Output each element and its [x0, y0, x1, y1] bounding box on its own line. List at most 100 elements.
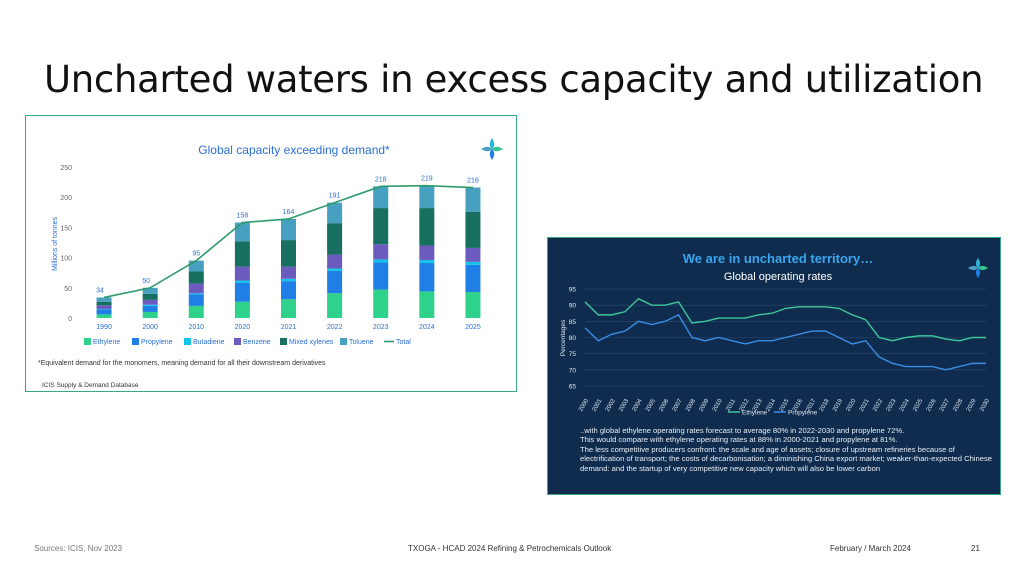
x-tick-label: 2023 — [886, 398, 898, 413]
total-data-label: 216 — [467, 178, 479, 185]
x-tick-label: 2010 — [712, 398, 724, 413]
bar-segment — [234, 282, 250, 302]
y-tick-label: 80 — [569, 335, 577, 342]
bar-segment — [419, 245, 435, 261]
capacity-chart-panel: Global capacity exceeding demand* 0 50 100 1… — [25, 115, 517, 392]
bar-segment — [281, 281, 296, 300]
total-data-label: 158 — [237, 213, 249, 220]
operating-rates-panel: We are in uncharted territory… Global ope… — [547, 237, 1001, 495]
bar-segment — [465, 292, 481, 318]
total-data-label: 219 — [421, 176, 433, 183]
bar-segment — [188, 294, 204, 306]
bar-segment — [327, 223, 343, 255]
bar-segment — [234, 266, 250, 281]
x-tick-label: 2007 — [672, 398, 684, 413]
note-line: This would compare with ethylene operati… — [580, 435, 898, 445]
bar-segment — [188, 293, 204, 295]
bar-segment — [96, 305, 112, 309]
legend-label: Toluene — [349, 339, 374, 346]
bar-segment — [373, 186, 389, 209]
y-tick-label: 90 — [569, 303, 577, 310]
bar-segment — [373, 262, 389, 290]
bar-segment — [327, 293, 343, 318]
chart-source: ICIS Supply & Demand Database — [42, 382, 139, 389]
bar-segment — [96, 308, 112, 310]
x-tick-label: 2023 — [373, 324, 389, 331]
bar-segment — [373, 244, 389, 260]
footer-date: February / March 2024 — [830, 544, 911, 553]
x-tick-label: 2001 — [592, 398, 604, 413]
x-tick-label: 2020 — [235, 324, 251, 331]
x-tick-label: 2024 — [419, 324, 435, 331]
bar-segment — [419, 263, 435, 292]
x-tick-label: 2030 — [979, 398, 991, 413]
x-tick-label: 2021 — [281, 324, 297, 331]
legend-label: Butadiene — [193, 339, 225, 346]
x-tick-label: 2006 — [658, 398, 670, 413]
y-tick-label: 100 — [60, 256, 72, 263]
x-tick-label: 2021 — [859, 398, 871, 413]
footer-title: TXOGA - HCAD 2024 Refining & Petrochemic… — [408, 544, 612, 553]
bar-segment — [142, 299, 158, 305]
bar-segment — [188, 271, 204, 284]
legend-swatch — [184, 338, 191, 345]
total-line — [103, 184, 473, 299]
x-tick-label: 2025 — [912, 398, 924, 413]
icis-logo-icon — [967, 257, 989, 279]
legend-swatch — [84, 338, 91, 345]
operating-rates-notes: ..with global ethylene operating rates f… — [580, 426, 992, 473]
bar-segment — [465, 261, 481, 265]
y-tick-label: 65 — [569, 384, 577, 391]
x-tick-label: 2005 — [645, 398, 657, 413]
bar-segment — [373, 289, 389, 318]
chart-subtitle: Global operating rates — [724, 271, 833, 283]
series-line — [584, 313, 986, 371]
legend-label: Propylene — [788, 410, 818, 417]
legend-label: Ethylene — [742, 410, 768, 417]
total-data-label: 218 — [375, 176, 387, 183]
total-data-label: 34 — [96, 287, 104, 294]
x-tick-label: 2000 — [578, 398, 590, 413]
y-axis-label: Millions of tonnes — [52, 216, 59, 271]
y-tick-label: 70 — [569, 367, 577, 374]
y-tick-label: 150 — [60, 225, 72, 232]
bar-segment — [419, 185, 435, 209]
bar-segment — [188, 305, 204, 318]
total-data-label: 50 — [142, 278, 150, 285]
chart-title: Global capacity exceeding demand* — [198, 143, 390, 157]
y-tick-label: 95 — [569, 287, 577, 294]
y-tick-label: 50 — [64, 286, 72, 293]
total-data-label: 164 — [283, 209, 295, 216]
x-tick-label: 2022 — [872, 398, 884, 413]
legend-label: Total — [396, 339, 411, 346]
x-tick-label: 2020 — [846, 398, 858, 413]
bar-segment — [142, 305, 158, 312]
x-tick-label: 2003 — [618, 398, 630, 413]
slide-title: Uncharted waters in excess capacity and … — [44, 58, 984, 101]
bar-segment — [465, 211, 481, 248]
series-line — [584, 297, 986, 342]
chart-footnote: *Equivalent demand for the monomers, mea… — [38, 360, 326, 367]
bar-segment — [281, 299, 296, 318]
legend-swatch — [340, 338, 347, 345]
bar-segment — [234, 222, 250, 242]
x-tick-label: 2029 — [966, 398, 978, 413]
bar-segment — [281, 266, 296, 279]
legend-label: Propylene — [141, 339, 173, 346]
y-tick-label: 200 — [60, 195, 72, 202]
x-tick-label: 2027 — [939, 398, 951, 413]
bar-segment — [96, 297, 112, 302]
bar-segment — [234, 280, 250, 283]
legend-swatch — [234, 338, 241, 345]
y-tick-label: 75 — [569, 351, 577, 358]
legend-label: Benzene — [243, 339, 271, 346]
x-tick-label: 2018 — [819, 398, 831, 413]
bar-segment — [327, 268, 343, 271]
footer-sources: Sources: ICIS, Nov 2023 — [34, 544, 123, 553]
icis-logo-icon — [481, 138, 503, 160]
x-tick-label: 2002 — [605, 398, 617, 413]
bar-segment — [465, 264, 481, 293]
x-tick-label: 2019 — [832, 398, 844, 413]
bar-segment — [373, 259, 389, 263]
bar-segment — [419, 260, 435, 264]
